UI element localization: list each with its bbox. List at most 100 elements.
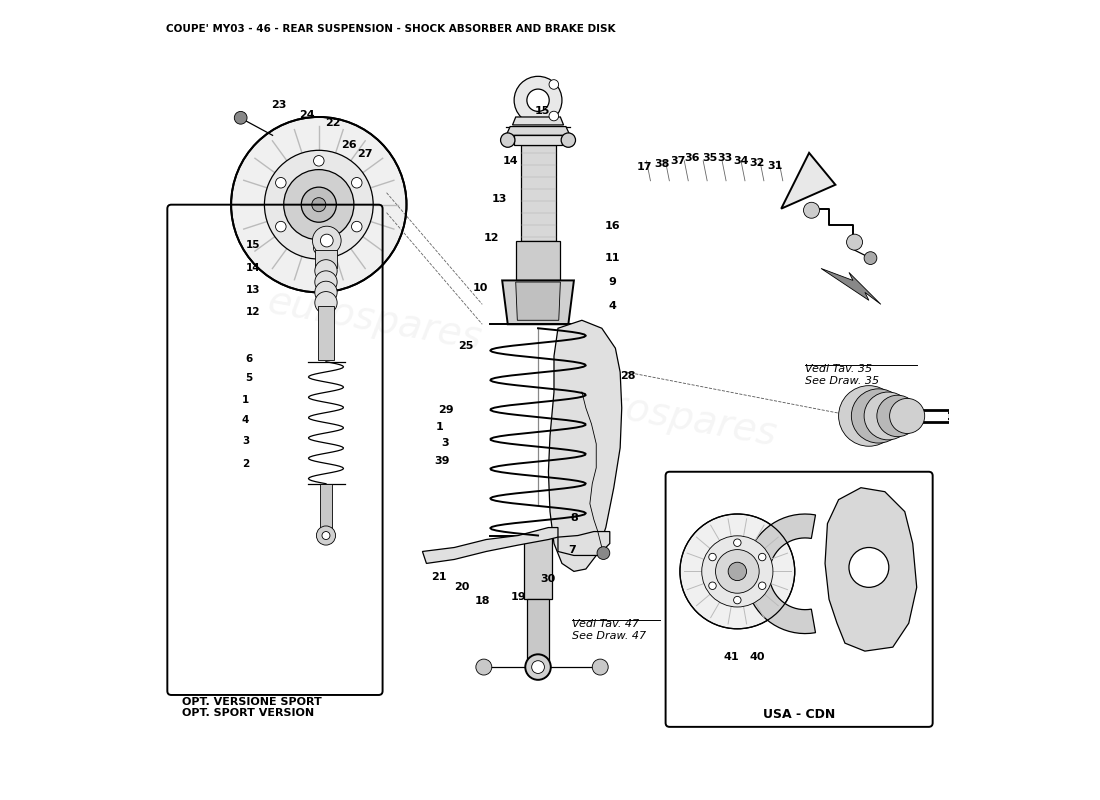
Circle shape (803, 202, 820, 218)
Text: 8: 8 (570, 513, 578, 523)
Circle shape (708, 554, 716, 561)
Text: 31: 31 (767, 161, 782, 170)
Circle shape (315, 282, 337, 303)
Text: 32: 32 (749, 158, 764, 168)
Text: 13: 13 (246, 285, 261, 295)
Text: 23: 23 (272, 100, 287, 110)
Text: eurospares: eurospares (264, 282, 485, 358)
Text: 20: 20 (454, 582, 470, 592)
Circle shape (276, 222, 286, 232)
Text: 10: 10 (473, 283, 488, 294)
Text: 38: 38 (653, 159, 669, 169)
Circle shape (702, 536, 773, 607)
Circle shape (322, 531, 330, 539)
Text: 30: 30 (541, 574, 556, 584)
Text: 39: 39 (434, 455, 450, 466)
Text: 29: 29 (439, 405, 454, 414)
Text: 9: 9 (608, 277, 616, 287)
Polygon shape (514, 135, 562, 145)
Text: 4: 4 (242, 415, 249, 425)
Polygon shape (318, 306, 334, 360)
Text: 3: 3 (242, 437, 249, 446)
Circle shape (728, 562, 747, 581)
Text: 6: 6 (245, 354, 252, 363)
Text: 3: 3 (441, 438, 449, 448)
Circle shape (680, 514, 794, 629)
Text: 24: 24 (299, 110, 315, 119)
Circle shape (276, 178, 286, 188)
Text: 21: 21 (430, 572, 447, 582)
Text: Vedi Tav. 47
See Draw. 47: Vedi Tav. 47 See Draw. 47 (572, 619, 647, 641)
Polygon shape (516, 282, 560, 320)
Text: 41: 41 (724, 652, 739, 662)
Polygon shape (422, 527, 558, 563)
Text: 1: 1 (242, 395, 249, 405)
Text: COUPE' MY03 - 46 - REAR SUSPENSION - SHOCK ABSORBER AND BRAKE DISK: COUPE' MY03 - 46 - REAR SUSPENSION - SHO… (166, 24, 615, 34)
Polygon shape (825, 488, 916, 651)
Circle shape (231, 117, 407, 292)
Text: 40: 40 (749, 652, 764, 662)
Text: 15: 15 (535, 106, 550, 117)
Circle shape (865, 392, 912, 440)
Circle shape (315, 260, 337, 282)
Circle shape (514, 76, 562, 124)
Circle shape (312, 226, 341, 255)
Text: 7: 7 (569, 545, 576, 555)
Circle shape (352, 178, 362, 188)
Polygon shape (315, 250, 337, 269)
Text: 13: 13 (492, 194, 507, 204)
Text: 1: 1 (436, 422, 444, 432)
Polygon shape (527, 599, 549, 663)
Circle shape (320, 234, 333, 247)
Circle shape (476, 659, 492, 675)
Text: Vedi Tav. 35
See Draw. 35: Vedi Tav. 35 See Draw. 35 (805, 364, 879, 386)
Circle shape (284, 170, 354, 240)
Circle shape (527, 89, 549, 111)
Text: 28: 28 (620, 371, 636, 381)
Polygon shape (506, 126, 570, 135)
Circle shape (301, 187, 337, 222)
Circle shape (549, 111, 559, 121)
Circle shape (500, 133, 515, 147)
Circle shape (549, 80, 559, 90)
Polygon shape (320, 484, 332, 531)
Circle shape (315, 291, 337, 314)
Text: OPT. VERSIONE SPORT
OPT. SPORT VERSION: OPT. VERSIONE SPORT OPT. SPORT VERSION (182, 697, 321, 718)
Circle shape (314, 243, 324, 254)
Text: 11: 11 (604, 253, 620, 263)
Circle shape (234, 111, 248, 124)
Text: 37: 37 (670, 156, 685, 166)
Circle shape (314, 155, 324, 166)
Circle shape (865, 252, 877, 265)
Text: 22: 22 (326, 118, 341, 127)
Circle shape (317, 526, 336, 545)
Polygon shape (524, 535, 552, 599)
Text: 2: 2 (242, 458, 249, 469)
Polygon shape (746, 514, 815, 634)
Circle shape (734, 539, 741, 546)
Text: 26: 26 (341, 140, 356, 150)
Circle shape (526, 654, 551, 680)
Text: 33: 33 (718, 154, 733, 163)
Circle shape (561, 133, 575, 147)
Text: 17: 17 (636, 162, 652, 172)
Text: 14: 14 (246, 263, 261, 274)
Polygon shape (520, 145, 556, 241)
Circle shape (352, 222, 362, 232)
Text: 35: 35 (702, 154, 717, 163)
Circle shape (715, 550, 759, 594)
Polygon shape (781, 153, 835, 209)
Circle shape (849, 547, 889, 587)
Circle shape (847, 234, 862, 250)
Circle shape (592, 659, 608, 675)
Text: 36: 36 (684, 154, 700, 163)
Polygon shape (513, 117, 563, 125)
Polygon shape (821, 269, 881, 304)
Circle shape (531, 661, 544, 674)
Polygon shape (516, 241, 560, 281)
Circle shape (759, 554, 766, 561)
Text: 27: 27 (358, 150, 373, 159)
Circle shape (851, 389, 905, 443)
Circle shape (877, 395, 918, 437)
Polygon shape (558, 531, 609, 555)
